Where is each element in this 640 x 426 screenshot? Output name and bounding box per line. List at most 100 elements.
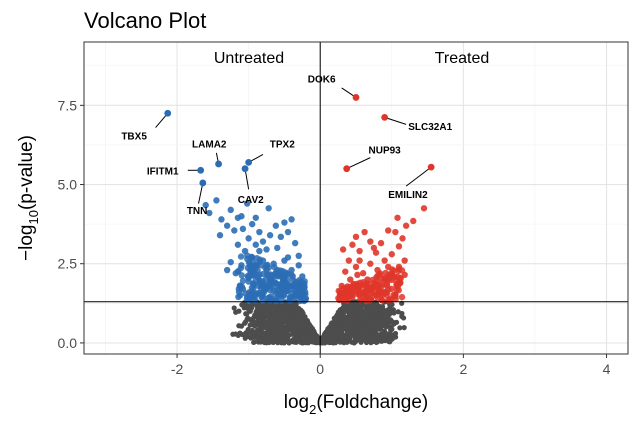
down-point: [252, 214, 259, 221]
down-point: [295, 262, 302, 269]
gene-label-tpx2: TPX2: [270, 139, 295, 150]
down-point: [259, 257, 267, 264]
ns-point: [350, 308, 356, 314]
up-point: [379, 297, 386, 304]
up-point: [345, 257, 353, 264]
down-point: [265, 205, 272, 212]
x-axis-title: log2(Foldchange): [284, 392, 429, 417]
up-point: [393, 286, 400, 294]
ns-point: [270, 336, 276, 342]
up-point: [370, 244, 378, 252]
up-point: [392, 292, 399, 299]
down-point: [247, 263, 254, 271]
ns-point: [397, 325, 403, 331]
x-axis-title-rest: (Foldchange): [316, 392, 428, 413]
gene-point-tnn: [199, 179, 207, 187]
up-point: [337, 290, 344, 298]
ns-point: [310, 330, 316, 336]
ns-point: [293, 316, 300, 322]
up-point: [363, 293, 370, 301]
up-point: [342, 268, 349, 275]
ns-point: [357, 320, 363, 327]
ns-point: [291, 337, 297, 343]
up-point: [354, 271, 361, 279]
up-point: [420, 205, 428, 212]
down-point: [302, 295, 310, 302]
ns-point: [236, 323, 242, 329]
ns-point: [264, 302, 270, 309]
ns-point: [301, 335, 307, 341]
down-point: [244, 255, 251, 263]
down-point: [244, 200, 251, 207]
ns-point: [281, 332, 287, 338]
ns-point: [273, 315, 279, 322]
gene-leader-line: [198, 182, 204, 204]
down-point: [238, 272, 246, 279]
down-point: [232, 270, 239, 277]
down-point: [277, 233, 285, 241]
down-point: [256, 228, 263, 236]
nonsignificant-points: [230, 299, 407, 346]
up-point: [381, 274, 388, 282]
up-point: [377, 290, 385, 298]
up-point: [359, 270, 367, 277]
ns-point: [391, 310, 397, 316]
y-tick-label: 0.0: [58, 335, 78, 351]
down-point: [245, 274, 252, 282]
down-point: [291, 281, 299, 288]
ns-point: [388, 327, 394, 333]
ns-point: [364, 316, 370, 322]
y-tick-label: 5.0: [58, 177, 78, 193]
ns-point: [373, 339, 379, 346]
y-tick-label: 2.5: [58, 256, 78, 272]
up-point: [367, 238, 374, 245]
gene-leader-line: [346, 157, 371, 170]
down-point: [234, 241, 242, 248]
up-point: [399, 235, 406, 242]
down-point: [299, 273, 306, 280]
gene-label-tnn: TNN: [187, 206, 208, 217]
down-point: [237, 253, 245, 260]
ns-point: [307, 337, 313, 343]
up-point: [398, 293, 406, 301]
gene-label-cav2: CAV2: [238, 195, 264, 206]
down-point: [301, 284, 308, 291]
ns-point: [304, 332, 310, 338]
down-point: [268, 296, 275, 303]
gene-label-emilin2: EMILIN2: [388, 190, 428, 201]
gene-leader-line: [405, 166, 432, 187]
down-point: [202, 201, 209, 209]
down-point: [249, 254, 256, 261]
down-point: [286, 293, 294, 301]
ns-point: [279, 312, 285, 318]
up-point: [388, 270, 395, 277]
up-point: [385, 227, 392, 234]
down-point: [238, 262, 245, 269]
down-point: [277, 273, 285, 280]
ns-point: [373, 311, 379, 317]
ns-point: [233, 309, 239, 315]
annotation-untreated: Untreated: [214, 50, 284, 67]
up-point: [377, 239, 385, 247]
gene-label-nup93: NUP93: [369, 146, 402, 157]
down-point: [281, 284, 288, 291]
down-point: [263, 266, 270, 274]
gene-point-ifitm1: [197, 166, 205, 174]
ns-point: [359, 336, 365, 342]
down-point: [295, 290, 302, 298]
down-point: [270, 260, 277, 267]
ns-point: [379, 320, 385, 326]
up-point: [339, 246, 347, 253]
down-point: [274, 266, 281, 274]
up-point: [349, 293, 356, 301]
down-point: [274, 244, 281, 252]
up-point: [374, 277, 381, 285]
ns-point: [343, 334, 349, 340]
down-point: [227, 258, 234, 266]
ns-point: [334, 331, 340, 337]
down-point: [278, 297, 285, 304]
ns-point: [340, 324, 347, 330]
ns-point: [401, 325, 407, 331]
up-point: [364, 276, 371, 283]
